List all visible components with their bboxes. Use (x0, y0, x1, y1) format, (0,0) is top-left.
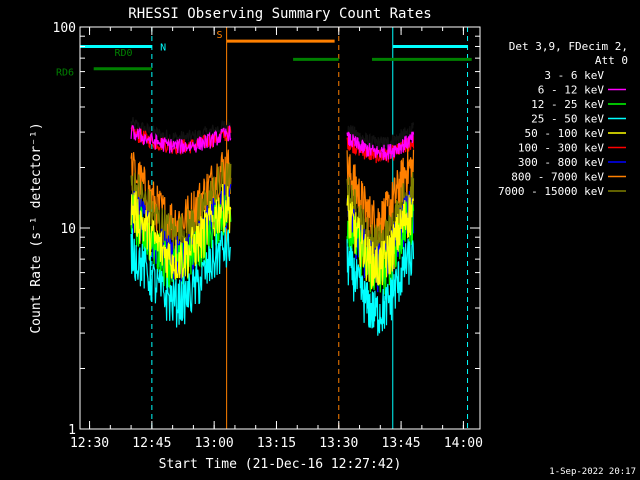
flag-bar-label: RD6 (56, 68, 74, 79)
x-tick-label: 12:30 (70, 436, 109, 451)
flag-bar-label: RD0 (114, 48, 132, 59)
x-tick-label: 13:00 (195, 436, 234, 451)
legend-entry-label: 3 - 6 keV (544, 69, 604, 82)
y-axis-label: Count Rate (s⁻¹ detector⁻¹) (29, 122, 44, 333)
x-axis-label: Start Time (21-Dec-16 12:27:42) (159, 457, 402, 472)
y-tick-label: 100 (53, 21, 76, 36)
x-tick-label: 14:00 (444, 436, 483, 451)
series-line (130, 183, 232, 281)
legend: Det 3,9, FDecim 2,Att 0 3 - 6 keV 6 - 12 k… (498, 40, 628, 198)
flag-bar-label: N (160, 42, 166, 53)
series-line (130, 125, 232, 154)
legend-entry-label: 7000 - 15000 keV (498, 185, 604, 198)
legend-entry-label: 6 - 12 keV (538, 84, 605, 97)
chart-title: RHESSI Observing Summary Count Rates (128, 6, 431, 22)
series-line (346, 194, 415, 290)
legend-header: Det 3,9, FDecim 2, (509, 40, 628, 53)
axis-ticks: 12:30 12:45 13:00 13:15 13:30 13:45 14:00 1 10 10… (53, 21, 483, 451)
legend-entry-label: 12 - 25 keV (531, 98, 604, 111)
legend-entry-label: 100 - 300 keV (518, 142, 604, 155)
flag-bars: N S RD0 RD6 (56, 30, 472, 79)
x-tick-label: 12:45 (132, 436, 171, 451)
y-tick-label: 1 (68, 423, 76, 438)
series-layer (130, 117, 415, 336)
legend-entry-label: 300 - 800 keV (518, 156, 604, 169)
x-tick-label: 13:30 (319, 436, 358, 451)
legend-entry-label: 25 - 50 keV (531, 113, 604, 126)
legend-entry-label: 50 - 100 keV (525, 127, 605, 140)
legend-header: Att 0 (595, 54, 628, 67)
legend-entry-label: 800 - 7000 keV (511, 171, 604, 184)
x-tick-label: 13:45 (382, 436, 421, 451)
y-tick-label: 10 (60, 222, 76, 237)
series-line (346, 131, 415, 162)
series-line (346, 238, 415, 336)
series-line (130, 227, 232, 328)
x-tick-label: 13:15 (257, 436, 296, 451)
flag-bar-label: S (216, 30, 222, 41)
footer-date: 1-Sep-2022 20:17 (549, 467, 636, 477)
